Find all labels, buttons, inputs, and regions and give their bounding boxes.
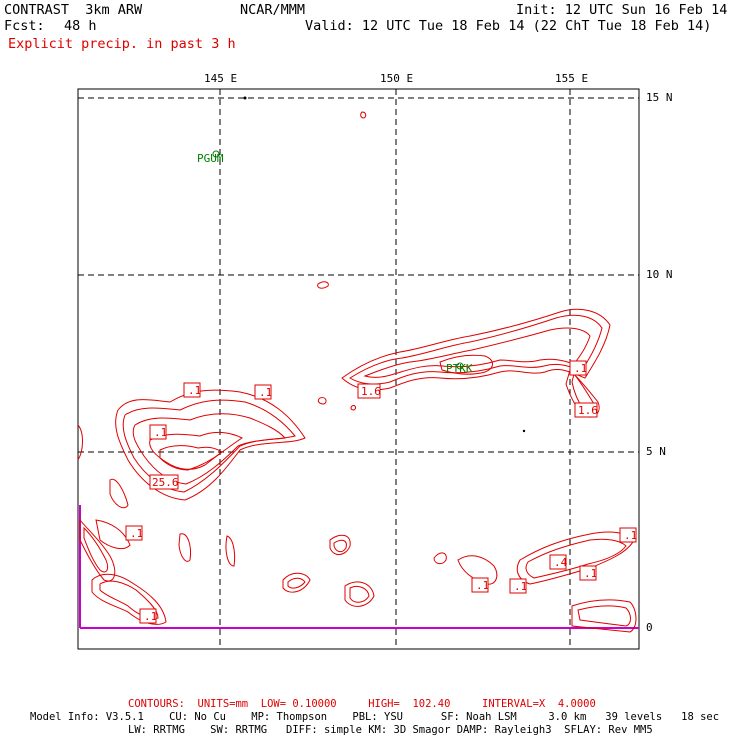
cell-c <box>225 535 236 567</box>
contour-info: CONTOURS: UNITS=mm LOW= 0.10000 HIGH= 10… <box>128 698 596 710</box>
svg-text:25.6: 25.6 <box>152 476 179 489</box>
contour-edge-2 <box>79 518 116 582</box>
contour-label-2: .1 <box>254 384 272 400</box>
lat-tick-5n: 5 N <box>646 445 666 458</box>
contour-label-9: 1.6 <box>574 402 598 418</box>
contour-label-5: .1 <box>125 525 143 541</box>
svg-text:.1: .1 <box>574 362 587 375</box>
svg-text:.1: .1 <box>624 529 637 542</box>
contour-label-12: .1 <box>579 565 597 581</box>
precip-contours <box>77 111 637 633</box>
organization: NCAR/MMM <box>240 2 306 18</box>
contour-west-2 <box>122 399 296 493</box>
contour-label-3: .1 <box>149 424 167 440</box>
station-ptkk-label: PTKK <box>446 362 473 375</box>
contour-west-4 <box>149 431 243 470</box>
contour-sw-1 <box>91 573 167 625</box>
lon-tick-145: 145 E <box>204 72 238 85</box>
contour-label-7: 1.6 <box>357 383 381 399</box>
cell-mid-2 <box>350 405 356 411</box>
lon-tick-150: 150 E <box>380 72 414 85</box>
svg-text:1.6: 1.6 <box>578 404 598 417</box>
svg-text:.1: .1 <box>514 580 527 593</box>
model-info-line2: LW: RRTMG SW: RRTMG DIFF: simple KM: 3D … <box>128 724 653 736</box>
contour-band-1 <box>341 308 611 391</box>
station-ptkk-marker <box>456 362 464 370</box>
svg-text:.1: .1 <box>130 527 143 540</box>
cell-g <box>287 577 306 589</box>
forecast-hour: 48 h <box>64 18 97 34</box>
map-frame <box>77 88 640 650</box>
contour-band-4 <box>439 354 493 375</box>
lat-tick-10n: 10 N <box>646 268 673 281</box>
contour-se-3 <box>457 555 498 585</box>
station-pgum-marker <box>212 150 220 158</box>
svg-text:.1: .1 <box>259 386 272 399</box>
contour-se-4 <box>571 599 637 633</box>
svg-text:.1: .1 <box>144 610 157 623</box>
model-title: CONTRAST 3km ARW <box>4 2 143 18</box>
contour-se-1 <box>516 531 635 585</box>
cell-top-1 <box>360 111 367 119</box>
field-title: Explicit precip. in past 3 h <box>8 36 236 52</box>
cell-top-2 <box>317 281 329 289</box>
station-pgum-label: PGUM <box>197 152 224 165</box>
cell-a <box>109 478 129 509</box>
contour-label-13: .1 <box>471 577 489 593</box>
contour-label-10: .1 <box>619 527 637 543</box>
svg-text:1.6: 1.6 <box>361 385 381 398</box>
init-time: Init: 12 UTC Sun 16 Feb 14 <box>516 2 728 18</box>
contour-se-2 <box>525 538 627 579</box>
contour-label-8: .1 <box>569 360 587 376</box>
contour-label-group: .1 .1 .1 25.6 .1 .1 1.6 .1 1.6 .1 .4 .1 … <box>125 360 637 624</box>
cell-f <box>282 572 311 593</box>
cell-h <box>344 581 375 607</box>
contour-sw-2 <box>99 580 159 619</box>
lat-tick-0: 0 <box>646 621 653 634</box>
lon-tick-155: 155 E <box>555 72 589 85</box>
small-dot-top <box>243 96 247 100</box>
contour-label-4: 25.6 <box>149 474 179 490</box>
cell-e <box>333 539 347 553</box>
contour-west-3 <box>132 413 286 485</box>
svg-text:.1: .1 <box>476 579 489 592</box>
contour-se-5 <box>577 605 631 627</box>
cell-b <box>178 533 191 562</box>
contour-label-6: .1 <box>139 608 157 624</box>
small-dot <box>522 429 526 433</box>
svg-text:.1: .1 <box>584 567 597 580</box>
cell-d <box>329 534 351 555</box>
svg-text:.1: .1 <box>154 426 167 439</box>
contour-west-5 <box>159 445 223 471</box>
svg-text:.4: .4 <box>554 556 568 569</box>
contour-edge-1 <box>77 424 83 461</box>
contour-label-11: .4 <box>549 554 568 570</box>
cell-mid-3 <box>433 552 447 565</box>
contour-edge-4 <box>95 519 131 550</box>
contour-label-1: .1 <box>183 382 201 398</box>
valid-time: Valid: 12 UTC Tue 18 Feb 14 (22 ChT Tue … <box>305 18 712 34</box>
contour-edge-3 <box>83 526 109 573</box>
contour-label-14: .1 <box>509 578 527 594</box>
model-info-line1: Model Info: V3.5.1 CU: No Cu MP: Thompso… <box>30 711 720 723</box>
contour-west-1 <box>115 389 306 501</box>
cell-i <box>349 585 370 603</box>
forecast-label: Fcst: <box>4 18 45 34</box>
lat-tick-15n: 15 N <box>646 91 673 104</box>
svg-text:.1: .1 <box>188 384 201 397</box>
cell-mid-1 <box>317 397 327 405</box>
